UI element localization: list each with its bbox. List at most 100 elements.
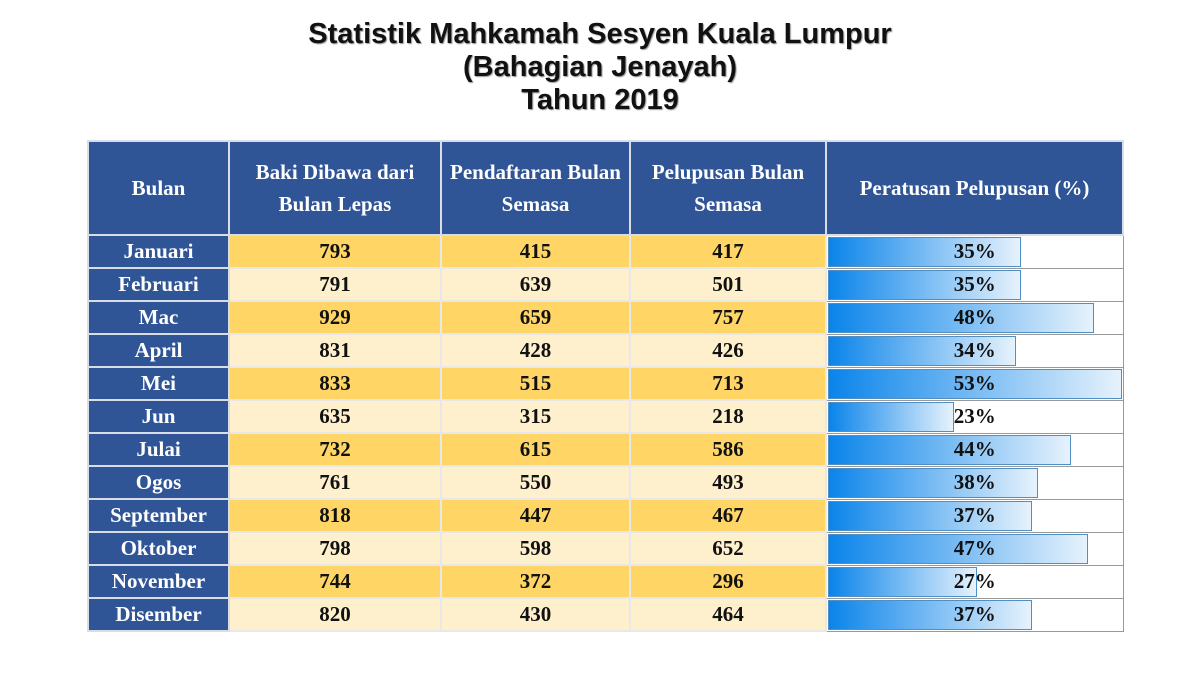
- page-title: Statistik Mahkamah Sesyen Kuala Lumpur (…: [0, 18, 1200, 117]
- baki-cell: 791: [228, 267, 442, 302]
- pendaftaran-cell: 659: [440, 300, 631, 335]
- month-cell: Ogos: [87, 465, 230, 500]
- table-row: Jun 635 315 218 23%: [87, 399, 1124, 434]
- peratusan-cell: 27%: [825, 564, 1124, 599]
- peratusan-cell: 23%: [825, 399, 1124, 434]
- month-cell: September: [87, 498, 230, 533]
- month-cell: Julai: [87, 432, 230, 467]
- percentage-label: 34%: [953, 338, 996, 362]
- peratusan-cell: 34%: [825, 333, 1124, 368]
- table-row: Mac 929 659 757 48%: [87, 300, 1124, 335]
- peratusan-cell: 37%: [825, 597, 1124, 632]
- month-cell: Februari: [87, 267, 230, 302]
- pelupusan-cell: 652: [629, 531, 827, 566]
- pendaftaran-cell: 598: [440, 531, 631, 566]
- baki-cell: 798: [228, 531, 442, 566]
- table-row: Julai 732 615 586 44%: [87, 432, 1124, 467]
- table-row: Ogos 761 550 493 38%: [87, 465, 1124, 500]
- percentage-label: 35%: [953, 272, 996, 296]
- baki-cell: 761: [228, 465, 442, 500]
- header-peratusan: Peratusan Pelupusan (%): [825, 140, 1124, 236]
- peratusan-cell: 38%: [825, 465, 1124, 500]
- month-cell: Mac: [87, 300, 230, 335]
- percentage-label: 23%: [953, 404, 996, 428]
- data-bar: [828, 302, 1094, 333]
- pelupusan-cell: 417: [629, 234, 827, 269]
- pelupusan-cell: 296: [629, 564, 827, 599]
- pelupusan-cell: 713: [629, 366, 827, 401]
- table-row: April 831 428 426 34%: [87, 333, 1124, 368]
- title-line-2: (Bahagian Jenayah): [463, 51, 737, 83]
- percentage-label: 53%: [953, 371, 996, 395]
- table-row: September 818 447 467 37%: [87, 498, 1124, 533]
- table-row: November 744 372 296 27%: [87, 564, 1124, 599]
- header-baki: Baki Dibawa dari Bulan Lepas: [228, 140, 442, 236]
- pelupusan-cell: 218: [629, 399, 827, 434]
- month-cell: Januari: [87, 234, 230, 269]
- peratusan-cell: 53%: [825, 366, 1124, 401]
- pendaftaran-cell: 315: [440, 399, 631, 434]
- data-bar: [828, 467, 1038, 498]
- percentage-label: 37%: [953, 503, 996, 527]
- table-row: Oktober 798 598 652 47%: [87, 531, 1124, 566]
- month-cell: Oktober: [87, 531, 230, 566]
- data-bar: [828, 434, 1072, 465]
- data-bar: [828, 599, 1033, 630]
- baki-cell: 929: [228, 300, 442, 335]
- pelupusan-cell: 493: [629, 465, 827, 500]
- header-pelupusan: Pelupusan Bulan Semasa: [629, 140, 827, 236]
- percentage-label: 48%: [953, 305, 996, 329]
- pelupusan-cell: 586: [629, 432, 827, 467]
- data-bar: [828, 401, 955, 432]
- data-bar: [828, 237, 1022, 267]
- table-row: Januari 793 415 417 35%: [87, 234, 1124, 269]
- peratusan-cell: 47%: [825, 531, 1124, 566]
- title-line-1: Statistik Mahkamah Sesyen Kuala Lumpur: [308, 18, 892, 50]
- month-cell: Mei: [87, 366, 230, 401]
- pendaftaran-cell: 415: [440, 234, 631, 269]
- data-bar: [828, 566, 977, 597]
- pelupusan-cell: 426: [629, 333, 827, 368]
- table-row: Februari 791 639 501 35%: [87, 267, 1124, 302]
- data-bar: [828, 533, 1089, 564]
- percentage-label: 47%: [953, 536, 996, 560]
- percentage-label: 38%: [953, 470, 996, 494]
- pendaftaran-cell: 515: [440, 366, 631, 401]
- baki-cell: 793: [228, 234, 442, 269]
- baki-cell: 820: [228, 597, 442, 632]
- peratusan-cell: 44%: [825, 432, 1124, 467]
- pelupusan-cell: 501: [629, 267, 827, 302]
- month-cell: November: [87, 564, 230, 599]
- peratusan-cell: 37%: [825, 498, 1124, 533]
- pendaftaran-cell: 430: [440, 597, 631, 632]
- pelupusan-cell: 757: [629, 300, 827, 335]
- month-cell: Disember: [87, 597, 230, 632]
- pendaftaran-cell: 428: [440, 333, 631, 368]
- pendaftaran-cell: 615: [440, 432, 631, 467]
- pendaftaran-cell: 372: [440, 564, 631, 599]
- table-row: Disember 820 430 464 37%: [87, 597, 1124, 632]
- peratusan-cell: 48%: [825, 300, 1124, 335]
- month-cell: April: [87, 333, 230, 368]
- data-bar: [828, 335, 1016, 366]
- baki-cell: 744: [228, 564, 442, 599]
- percentage-label: 35%: [953, 239, 996, 264]
- baki-cell: 635: [228, 399, 442, 434]
- pendaftaran-cell: 639: [440, 267, 631, 302]
- pelupusan-cell: 464: [629, 597, 827, 632]
- title-line-3: Tahun 2019: [521, 84, 679, 116]
- data-bar: [828, 269, 1022, 300]
- data-bar: [828, 368, 1122, 399]
- baki-cell: 818: [228, 498, 442, 533]
- pelupusan-cell: 467: [629, 498, 827, 533]
- peratusan-cell: 35%: [825, 234, 1124, 269]
- peratusan-cell: 35%: [825, 267, 1124, 302]
- pendaftaran-cell: 550: [440, 465, 631, 500]
- month-cell: Jun: [87, 399, 230, 434]
- data-bar: [828, 500, 1033, 531]
- header-bulan: Bulan: [87, 140, 230, 236]
- table-row: Mei 833 515 713 53%: [87, 366, 1124, 401]
- percentage-label: 44%: [953, 437, 996, 461]
- baki-cell: 732: [228, 432, 442, 467]
- pendaftaran-cell: 447: [440, 498, 631, 533]
